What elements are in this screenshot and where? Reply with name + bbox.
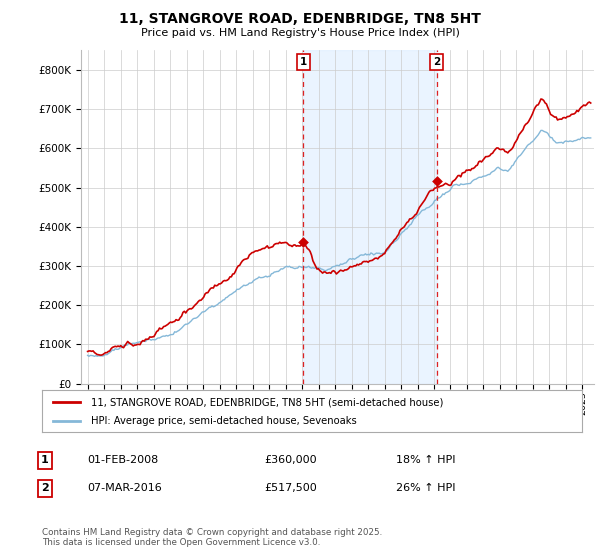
- Text: Contains HM Land Registry data © Crown copyright and database right 2025.
This d: Contains HM Land Registry data © Crown c…: [42, 528, 382, 547]
- Text: 18% ↑ HPI: 18% ↑ HPI: [396, 455, 455, 465]
- Text: 2: 2: [41, 483, 49, 493]
- Text: Price paid vs. HM Land Registry's House Price Index (HPI): Price paid vs. HM Land Registry's House …: [140, 28, 460, 38]
- Text: 1: 1: [300, 57, 307, 67]
- Text: 26% ↑ HPI: 26% ↑ HPI: [396, 483, 455, 493]
- Text: 01-FEB-2008: 01-FEB-2008: [87, 455, 158, 465]
- Text: 2: 2: [433, 57, 440, 67]
- Point: [299, 238, 308, 247]
- Text: £517,500: £517,500: [264, 483, 317, 493]
- Point: [432, 176, 442, 185]
- Text: 1: 1: [41, 455, 49, 465]
- Text: £360,000: £360,000: [264, 455, 317, 465]
- Text: 07-MAR-2016: 07-MAR-2016: [87, 483, 162, 493]
- Text: 11, STANGROVE ROAD, EDENBRIDGE, TN8 5HT: 11, STANGROVE ROAD, EDENBRIDGE, TN8 5HT: [119, 12, 481, 26]
- Text: HPI: Average price, semi-detached house, Sevenoaks: HPI: Average price, semi-detached house,…: [91, 417, 356, 426]
- Text: 11, STANGROVE ROAD, EDENBRIDGE, TN8 5HT (semi-detached house): 11, STANGROVE ROAD, EDENBRIDGE, TN8 5HT …: [91, 397, 443, 407]
